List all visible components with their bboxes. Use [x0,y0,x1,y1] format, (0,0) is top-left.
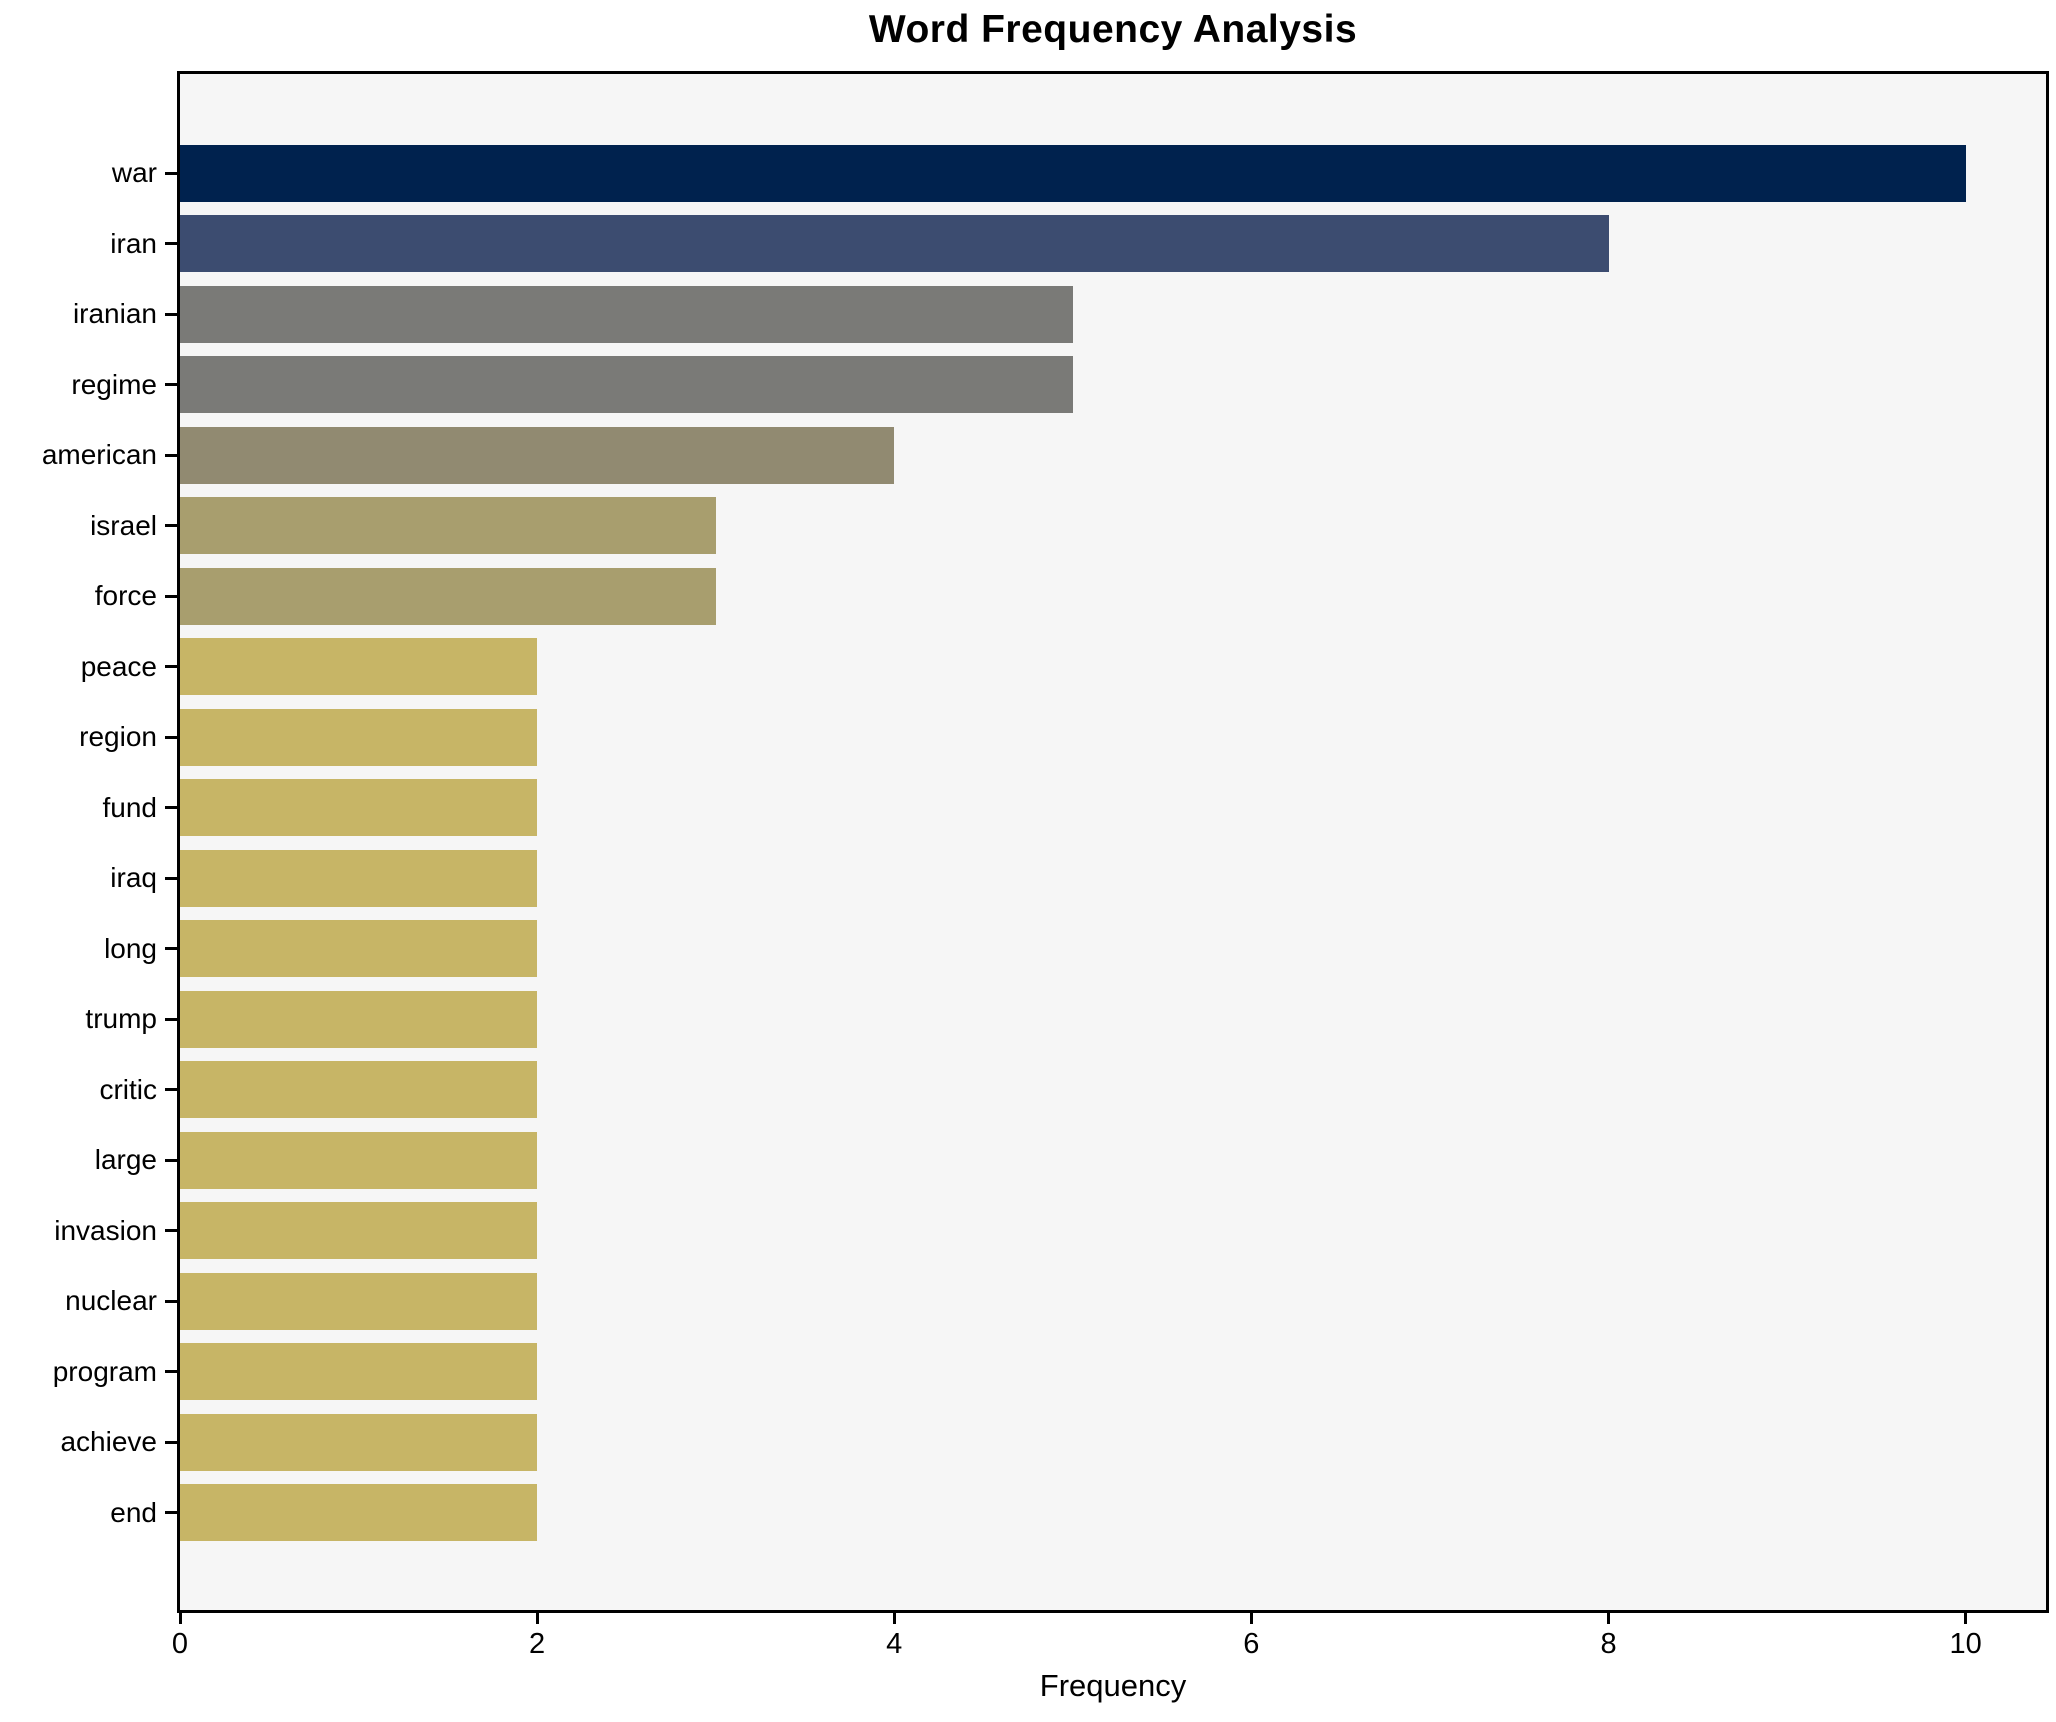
y-tick-mark [165,453,177,457]
bar-row-iran [180,209,2046,280]
bar-program [180,1343,538,1400]
y-tick-label-nuclear: nuclear [65,1285,157,1317]
y-tick-mark [165,1158,177,1162]
y-tick-mark [165,171,177,175]
x-tick-mark [1607,1613,1611,1624]
y-tick-label-iranian: iranian [72,298,157,330]
x-axis-title: Frequency [1039,1668,1187,1703]
x-tick-label-8: 8 [1600,1628,1617,1660]
y-tick-mark [165,1299,177,1303]
bar-row-achieve [180,1407,2046,1478]
bar-israel [180,497,716,554]
y-tick-mark [165,1370,177,1374]
y-tick-label-fund: fund [102,791,158,823]
y-tick-label-program: program [52,1355,157,1387]
bar-row-large [180,1125,2046,1196]
x-tick-label-4: 4 [886,1628,903,1660]
bar-row-nuclear [180,1266,2046,1337]
y-tick-mark [165,1088,177,1092]
y-tick-mark [165,1229,177,1233]
bar-war [180,144,1966,202]
y-tick-mark [165,312,177,316]
bar-row-critic [180,1055,2046,1126]
y-tick-label-region: region [79,721,157,753]
y-tick-label-american: american [41,439,157,471]
y-tick-label-regime: regime [71,368,157,400]
y-tick-label-large: large [94,1144,157,1176]
x-tick-label-0: 0 [171,1628,189,1660]
x-tick-mark [178,1613,182,1624]
bar-american [180,426,895,484]
y-tick-mark [165,594,177,598]
bar-end [180,1484,538,1541]
x-tick-label-10: 10 [1949,1628,1982,1660]
bar-large [180,1131,538,1189]
bar-row-fund [180,773,2046,844]
bar-fund [180,779,538,836]
x-tick-label-2: 2 [529,1628,546,1660]
x-tick-mark [892,1613,896,1624]
y-tick-label-peace: peace [80,650,157,682]
bars-container [180,138,2046,1548]
bar-iran [180,215,1609,272]
y-tick-mark [165,735,177,739]
y-tick-mark [165,383,177,387]
y-tick-label-critic: critic [99,1073,157,1105]
bar-critic [180,1061,538,1118]
bar-row-war [180,138,2046,209]
bar-row-long [180,914,2046,985]
x-tick-mark [535,1613,539,1624]
bar-row-program [180,1337,2046,1408]
y-tick-mark [165,876,177,880]
bar-row-end [180,1478,2046,1549]
bar-iranian [180,285,1073,343]
bar-row-invasion [180,1196,2046,1267]
bar-long [180,920,538,977]
bar-invasion [180,1202,538,1259]
y-tick-label-long: long [104,932,157,964]
y-tick-label-achieve: achieve [60,1426,157,1458]
y-tick-label-end: end [110,1496,157,1528]
y-tick-mark [165,1017,177,1021]
plot-area [177,71,2049,1613]
bar-regime [180,356,1073,413]
x-tick-label-6: 6 [1243,1628,1260,1660]
y-tick-mark [165,947,177,951]
y-tick-mark [165,665,177,669]
y-tick-label-trump: trump [85,1003,157,1035]
y-tick-label-invasion: invasion [54,1214,157,1246]
bar-trump [180,990,538,1048]
bar-row-israel [180,491,2046,562]
bar-iraq [180,849,538,907]
chart-title: Word Frequency Analysis [868,8,1358,51]
bar-row-peace [180,632,2046,703]
y-tick-label-iran: iran [110,227,157,259]
y-tick-mark [165,806,177,810]
bar-row-force [180,561,2046,632]
bar-row-iranian [180,279,2046,350]
y-tick-mark [165,524,177,528]
y-tick-label-israel: israel [90,509,157,541]
bar-row-regime [180,350,2046,421]
bar-row-iraq [180,843,2046,914]
bar-achieve [180,1413,538,1471]
bar-row-trump [180,984,2046,1055]
bar-row-region [180,702,2046,773]
bar-row-american [180,420,2046,491]
bar-peace [180,638,538,695]
bar-region [180,708,538,766]
x-tick-mark [1249,1613,1253,1624]
x-tick-mark [1964,1613,1968,1624]
bar-force [180,567,716,625]
y-tick-mark [165,242,177,246]
y-tick-mark [165,1440,177,1444]
y-tick-label-war: war [111,157,157,189]
bar-nuclear [180,1272,538,1330]
y-tick-mark [165,1511,177,1515]
y-tick-label-force: force [94,580,157,612]
y-tick-label-iraq: iraq [110,862,157,894]
